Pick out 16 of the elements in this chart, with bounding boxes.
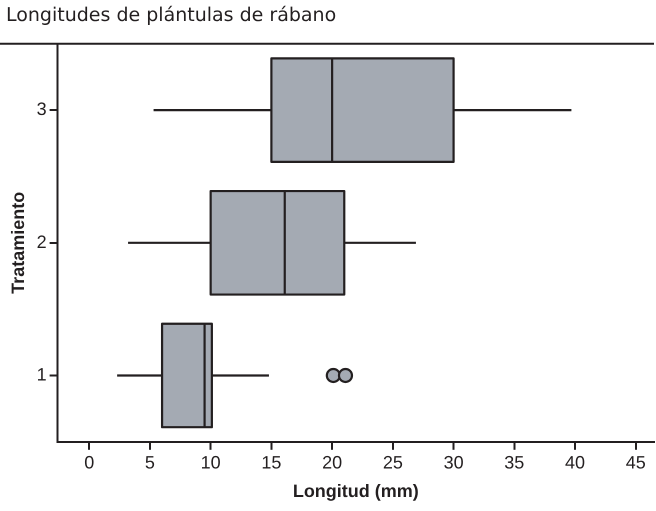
y-tick-label: 2 bbox=[36, 232, 47, 252]
x-axis-title: Longitud (mm) bbox=[292, 481, 419, 502]
x-tick-label: 15 bbox=[261, 452, 282, 473]
x-tick-label: 10 bbox=[200, 452, 221, 473]
x-tick-label: 30 bbox=[444, 452, 464, 473]
x-tick-label: 35 bbox=[504, 452, 524, 473]
y-axis-title: Tratamiento bbox=[8, 192, 28, 294]
chart-title: Longitudes de plántulas de rábano bbox=[6, 4, 336, 26]
x-tick-label: 0 bbox=[84, 452, 94, 473]
x-tick-label: 45 bbox=[626, 452, 646, 473]
x-tick-label: 40 bbox=[565, 452, 586, 473]
x-tick-label: 20 bbox=[322, 452, 342, 473]
x-tick-label: 25 bbox=[382, 452, 403, 473]
y-tick-label: 1 bbox=[36, 364, 47, 384]
x-tick-label: 5 bbox=[144, 452, 155, 473]
y-tick-label: 3 bbox=[36, 99, 47, 120]
